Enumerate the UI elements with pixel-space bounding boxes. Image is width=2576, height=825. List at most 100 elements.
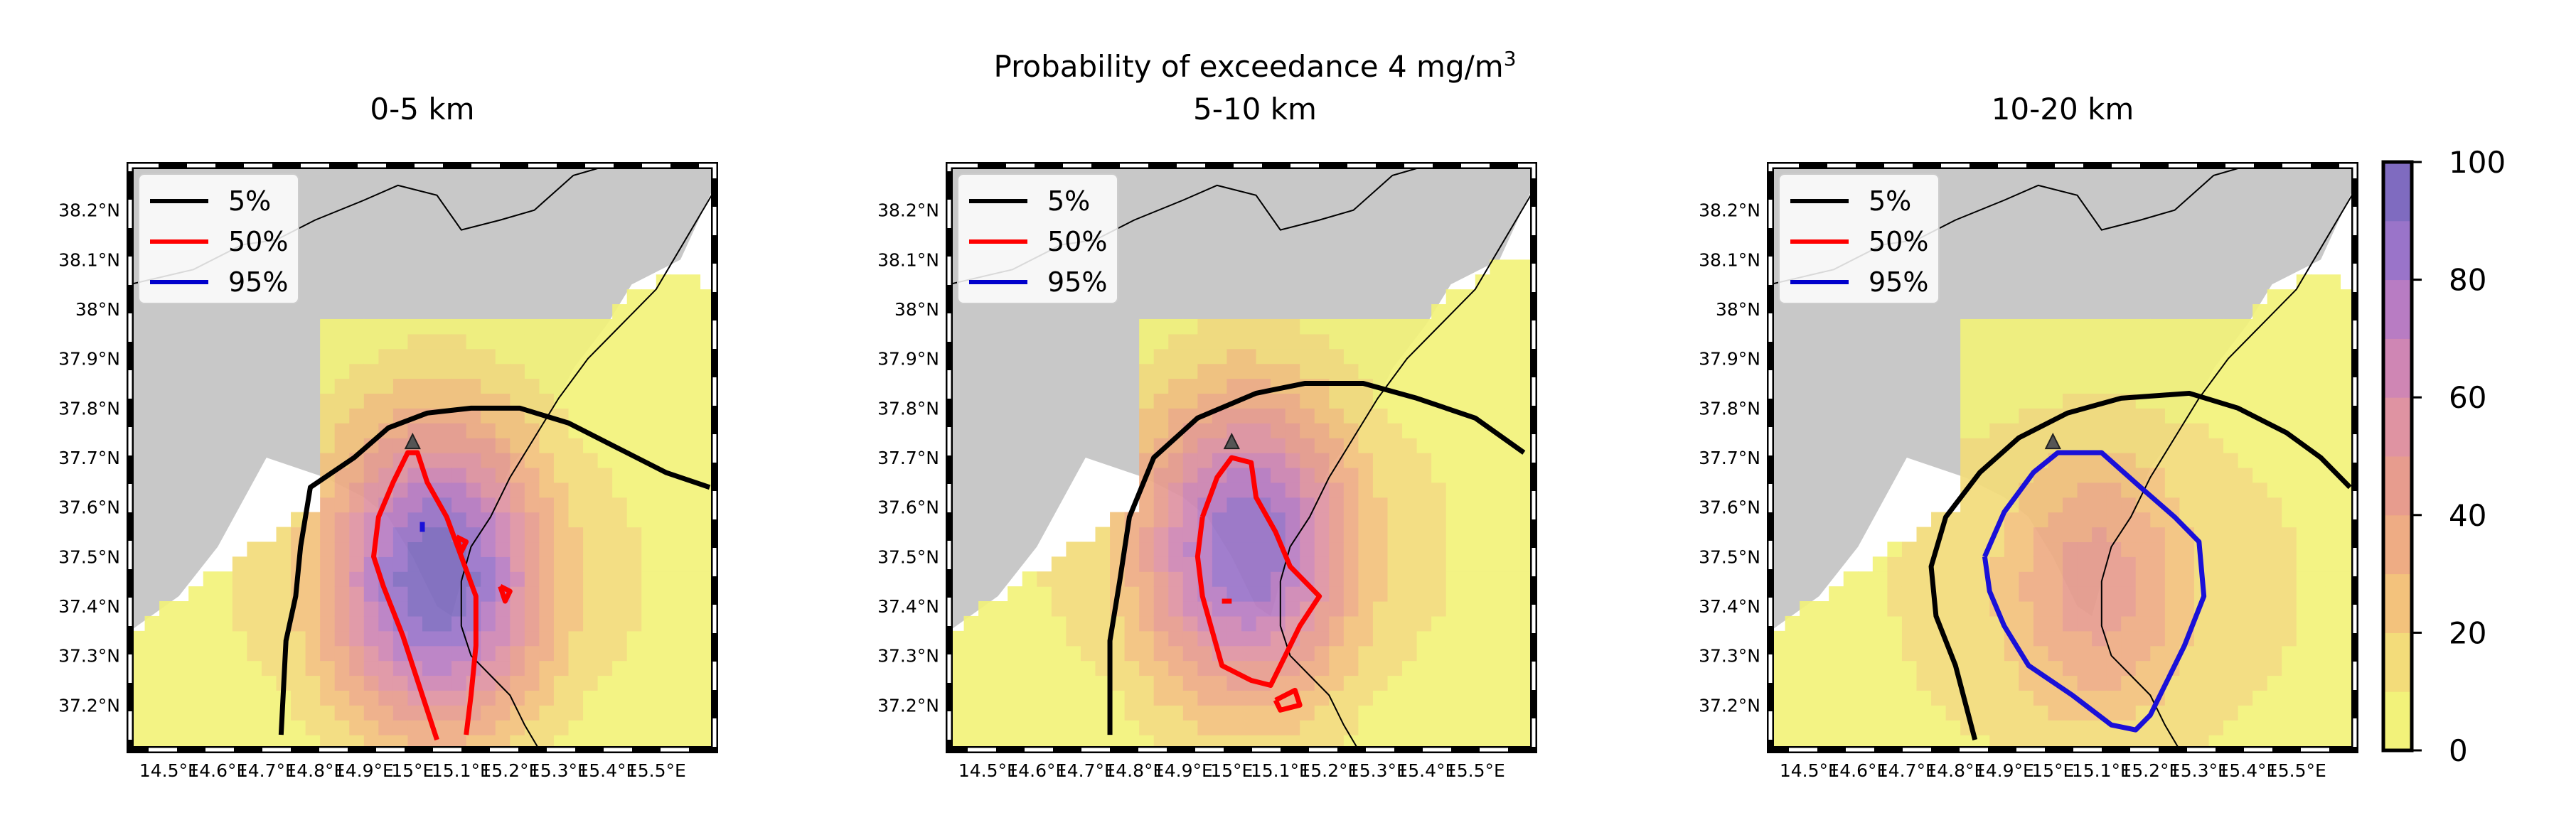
grid-cell <box>144 630 160 647</box>
grid-cell <box>641 720 657 735</box>
grid-cell <box>685 527 701 543</box>
grid-cell <box>1256 735 1271 750</box>
grid-cell <box>1770 675 1786 691</box>
grid-cell <box>1314 556 1330 572</box>
grid-cell <box>700 660 715 676</box>
grid-cell <box>1445 705 1461 721</box>
grid-cell <box>1110 527 1126 543</box>
grid-cell <box>1504 541 1520 557</box>
grid-cell <box>1475 720 1490 735</box>
grid-cell <box>1402 735 1418 750</box>
grid-cell <box>1460 467 1476 483</box>
grid-cell <box>2004 467 2019 483</box>
grid-cell <box>1271 630 1286 647</box>
grid-cell <box>2092 660 2107 676</box>
grid-cell <box>2267 378 2282 394</box>
grid-cell <box>1343 645 1359 662</box>
grid-cell <box>656 630 671 647</box>
grid-cell <box>1300 527 1315 543</box>
grid-cell <box>2296 289 2312 305</box>
grid-cell <box>1416 675 1432 691</box>
grid-cell <box>1931 705 1947 721</box>
grid-cell <box>1387 586 1403 602</box>
coastline <box>130 166 715 750</box>
grid-cell <box>1153 393 1169 409</box>
grid-cell <box>510 348 525 365</box>
grid-cell <box>1475 645 1490 662</box>
grid-cell <box>1271 438 1286 453</box>
x-tick-label: 15°E <box>1210 760 1253 781</box>
x-tick-label: 15.3°E <box>2169 760 2229 781</box>
grid-cell <box>583 378 599 394</box>
x-tick-label: 15.4°E <box>2218 760 2277 781</box>
grid-cell <box>1300 497 1315 513</box>
grid-cell <box>524 541 540 557</box>
grid-cell <box>2267 601 2282 617</box>
grid-cell <box>510 438 525 453</box>
colorbar-band <box>2383 397 2412 457</box>
grid-cell <box>2267 690 2282 706</box>
grid-cell <box>553 438 570 453</box>
grid-cell <box>2340 615 2355 632</box>
grid-cell <box>583 571 599 587</box>
grid-cell <box>2208 660 2224 676</box>
grid-cell <box>700 378 715 394</box>
grid-cell <box>2063 363 2078 379</box>
grid-cell <box>700 675 715 691</box>
grid-cell <box>481 393 496 409</box>
grid-cell <box>305 571 321 587</box>
grid-cell <box>2296 675 2312 691</box>
grid-cell <box>963 720 979 735</box>
panel-title: 0-5 km <box>370 92 474 126</box>
grid-cell <box>2063 571 2078 587</box>
grid-cell <box>612 482 628 498</box>
grid-cell <box>670 615 686 632</box>
grid-cell <box>1490 720 1505 735</box>
grid-cell <box>583 482 599 498</box>
grid-cell <box>1212 675 1228 691</box>
grid-cell <box>641 467 657 483</box>
grid-cell <box>320 660 336 676</box>
grid-cell <box>1519 586 1534 602</box>
grid-cell <box>1343 363 1359 379</box>
grid-cell <box>159 630 175 647</box>
grid-cell <box>2238 601 2253 617</box>
grid-cell <box>1329 467 1345 483</box>
grid-cell <box>1916 541 1932 557</box>
grid-cell <box>2311 586 2326 602</box>
grid-cell <box>1329 586 1345 602</box>
grid-cell <box>612 660 628 676</box>
grid-cell <box>2077 586 2093 602</box>
grid-cell <box>1475 527 1490 543</box>
grid-cell <box>1989 720 2005 735</box>
grid-cell <box>1974 615 1990 632</box>
grid-cell <box>2282 378 2297 394</box>
grid-cell <box>524 482 540 498</box>
grid-cell <box>2223 512 2239 528</box>
grid-cell <box>553 601 570 617</box>
grid-cell <box>568 586 584 602</box>
grid-cell <box>1519 378 1534 394</box>
grid-cell <box>612 453 628 468</box>
x-tick-label: 14.7°E <box>1056 760 1116 781</box>
grid-cell <box>2223 735 2239 750</box>
grid-cell <box>656 289 671 305</box>
grid-cell <box>1051 601 1067 617</box>
grid-cell <box>247 690 262 706</box>
grid-cell <box>1770 705 1786 721</box>
grid-cell <box>1490 274 1505 290</box>
grid-cell <box>1519 274 1534 290</box>
grid-cell <box>612 363 628 379</box>
grid-cell <box>1300 660 1315 676</box>
x-tick-label: 15.5°E <box>1445 760 1505 781</box>
grid-cell <box>1256 556 1271 572</box>
grid-cell <box>2033 333 2049 350</box>
grid-cell <box>626 675 642 691</box>
grid-cell <box>1110 630 1126 647</box>
grid-cell <box>2325 393 2341 409</box>
grid-cell <box>2282 586 2297 602</box>
grid-cell <box>1519 556 1534 572</box>
grid-cell <box>1168 512 1184 528</box>
grid-cell <box>2121 615 2137 632</box>
grid-cell <box>2077 735 2093 750</box>
